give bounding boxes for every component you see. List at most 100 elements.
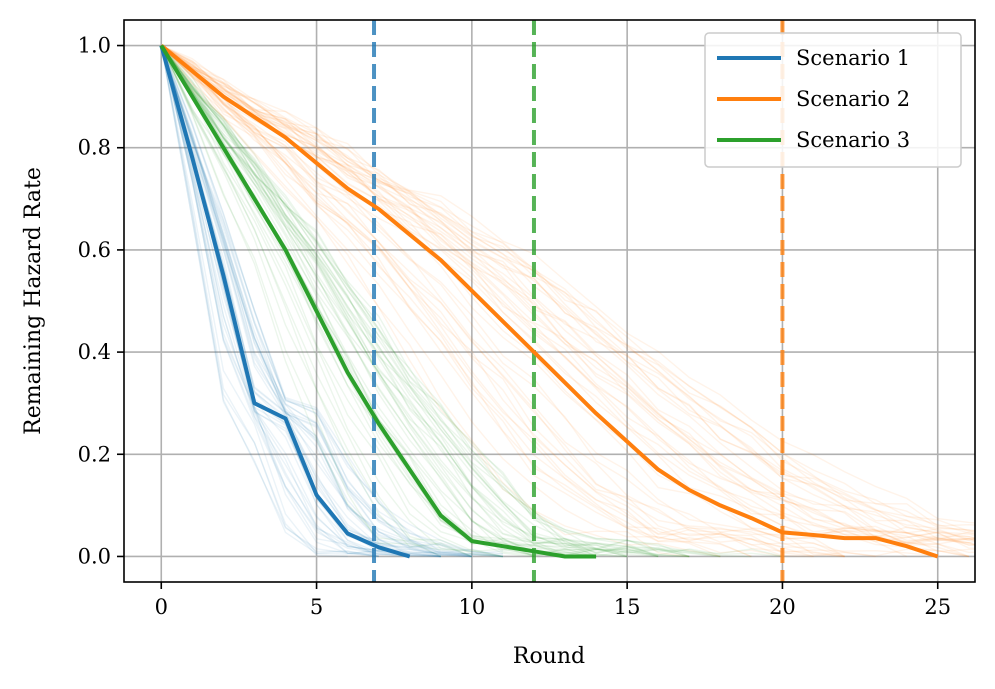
y-axis-label: Remaining Hazard Rate bbox=[21, 167, 46, 435]
series-line-1 bbox=[159, 44, 411, 559]
legend-label-3: Scenario 3 bbox=[796, 128, 910, 152]
simulation-trace-1 bbox=[160, 45, 442, 558]
simulation-trace-1 bbox=[160, 45, 472, 558]
y-tick-label: 0.8 bbox=[78, 136, 111, 160]
simulation-trace-3 bbox=[160, 45, 783, 558]
simulation-trace-1 bbox=[160, 45, 379, 558]
simulation-trace-1 bbox=[160, 45, 472, 558]
simulation-trace-2 bbox=[160, 44, 975, 543]
simulation-trace-1 bbox=[160, 45, 379, 558]
simulation-trace-2 bbox=[160, 44, 975, 527]
simulation-trace-2 bbox=[161, 44, 975, 540]
simulation-trace-2 bbox=[160, 44, 975, 532]
simulation-trace-1 bbox=[160, 45, 473, 558]
axis-ticks: 0 5 10 15 20 25 0.0 0.2 0.4 0.6 0.8 1.0 bbox=[78, 34, 952, 619]
simulation-trace-2 bbox=[160, 44, 975, 524]
x-axis-label: Round bbox=[513, 644, 585, 669]
simulation-trace-3 bbox=[160, 45, 473, 558]
simulation-trace-3 bbox=[160, 45, 659, 558]
simulation-trace-2 bbox=[160, 45, 752, 558]
simulation-trace-3 bbox=[160, 45, 597, 558]
simulation-trace-3 bbox=[160, 45, 721, 558]
simulation-trace-1 bbox=[160, 45, 473, 558]
simulation-trace-1 bbox=[160, 45, 379, 558]
series-line-3 bbox=[159, 44, 597, 559]
series-line-2 bbox=[160, 43, 939, 559]
simulation-trace-1 bbox=[160, 45, 503, 558]
y-tick-label: 0.2 bbox=[78, 442, 111, 466]
simulation-trace-2 bbox=[160, 45, 845, 558]
simulation-trace-3 bbox=[160, 45, 566, 558]
simulation-trace-2 bbox=[160, 45, 690, 558]
simulation-trace-2 bbox=[160, 44, 845, 558]
simulation-trace-2 bbox=[160, 44, 814, 558]
simulation-trace-2 bbox=[160, 44, 969, 558]
simulation-trace-3 bbox=[160, 45, 659, 558]
legend: Scenario 1 Scenario 2 Scenario 3 bbox=[704, 32, 962, 168]
simulation-trace-3 bbox=[160, 45, 442, 558]
simulation-trace-2 bbox=[160, 44, 975, 546]
simulation-trace-2 bbox=[160, 44, 975, 544]
x-tick-label: 10 bbox=[458, 595, 485, 619]
simulation-trace-2 bbox=[160, 44, 975, 545]
x-tick-label: 25 bbox=[924, 595, 951, 619]
simulation-trace-2 bbox=[160, 44, 845, 558]
simulation-trace-2 bbox=[160, 44, 975, 546]
simulation-trace-3 bbox=[160, 45, 628, 558]
simulation-trace-3 bbox=[160, 45, 628, 558]
x-tick-label: 20 bbox=[769, 595, 796, 619]
simulation-trace-3 bbox=[160, 45, 752, 558]
simulation-trace-2 bbox=[160, 44, 845, 558]
simulation-trace-3 bbox=[160, 45, 690, 558]
simulation-trace-2 bbox=[160, 44, 752, 558]
simulation-trace-2 bbox=[160, 44, 975, 540]
simulation-trace-1 bbox=[160, 45, 441, 558]
simulation-trace-3 bbox=[160, 45, 503, 558]
simulation-trace-3 bbox=[160, 45, 659, 558]
simulation-trace-2 bbox=[160, 44, 845, 558]
simulation-trace-2 bbox=[160, 44, 975, 550]
legend-label-1: Scenario 1 bbox=[796, 46, 910, 70]
simulation-trace-1 bbox=[160, 45, 473, 558]
simulation-trace-2 bbox=[160, 44, 975, 534]
simulation-trace-2 bbox=[160, 44, 975, 542]
simulation-trace-3 bbox=[160, 45, 659, 558]
simulation-trace-1 bbox=[160, 45, 473, 558]
simulation-trace-1 bbox=[160, 45, 504, 558]
simulation-trace-3 bbox=[160, 45, 690, 558]
simulation-trace-3 bbox=[160, 45, 473, 558]
simulation-trace-3 bbox=[160, 45, 690, 558]
y-tick-label: 0.6 bbox=[78, 238, 111, 262]
simulation-trace-2 bbox=[160, 44, 975, 539]
simulation-trace-2 bbox=[160, 44, 975, 547]
simulation-trace-3 bbox=[160, 45, 597, 558]
simulation-trace-2 bbox=[160, 45, 783, 558]
simulation-trace-3 bbox=[160, 45, 690, 558]
simulation-trace-1 bbox=[160, 45, 410, 558]
legend-box bbox=[704, 32, 962, 168]
simulation-trace-1 bbox=[160, 45, 441, 558]
simulation-trace-3 bbox=[160, 45, 628, 558]
plot-frame bbox=[123, 19, 976, 583]
simulation-trace-2 bbox=[160, 44, 876, 558]
simulation-trace-1 bbox=[160, 45, 503, 557]
simulation-trace-2 bbox=[160, 44, 975, 532]
simulation-trace-2 bbox=[160, 44, 975, 542]
simulation-trace-3 bbox=[160, 45, 628, 558]
simulation-trace-2 bbox=[160, 44, 975, 542]
simulation-trace-3 bbox=[160, 45, 504, 558]
simulation-trace-1 bbox=[160, 45, 503, 557]
simulation-trace-1 bbox=[160, 45, 472, 558]
simulation-trace-1 bbox=[160, 45, 348, 558]
simulation-trace-2 bbox=[160, 44, 975, 546]
simulation-trace-3 bbox=[160, 45, 628, 557]
simulation-trace-1 bbox=[160, 45, 441, 558]
simulation-trace-3 bbox=[160, 45, 690, 558]
simulation-trace-1 bbox=[160, 45, 379, 558]
y-tick-label: 0.4 bbox=[78, 340, 111, 364]
simulation-trace-1 bbox=[160, 45, 410, 558]
simulation-trace-2 bbox=[160, 44, 975, 539]
simulation-trace-2 bbox=[160, 44, 975, 553]
simulation-trace-3 bbox=[160, 45, 783, 557]
